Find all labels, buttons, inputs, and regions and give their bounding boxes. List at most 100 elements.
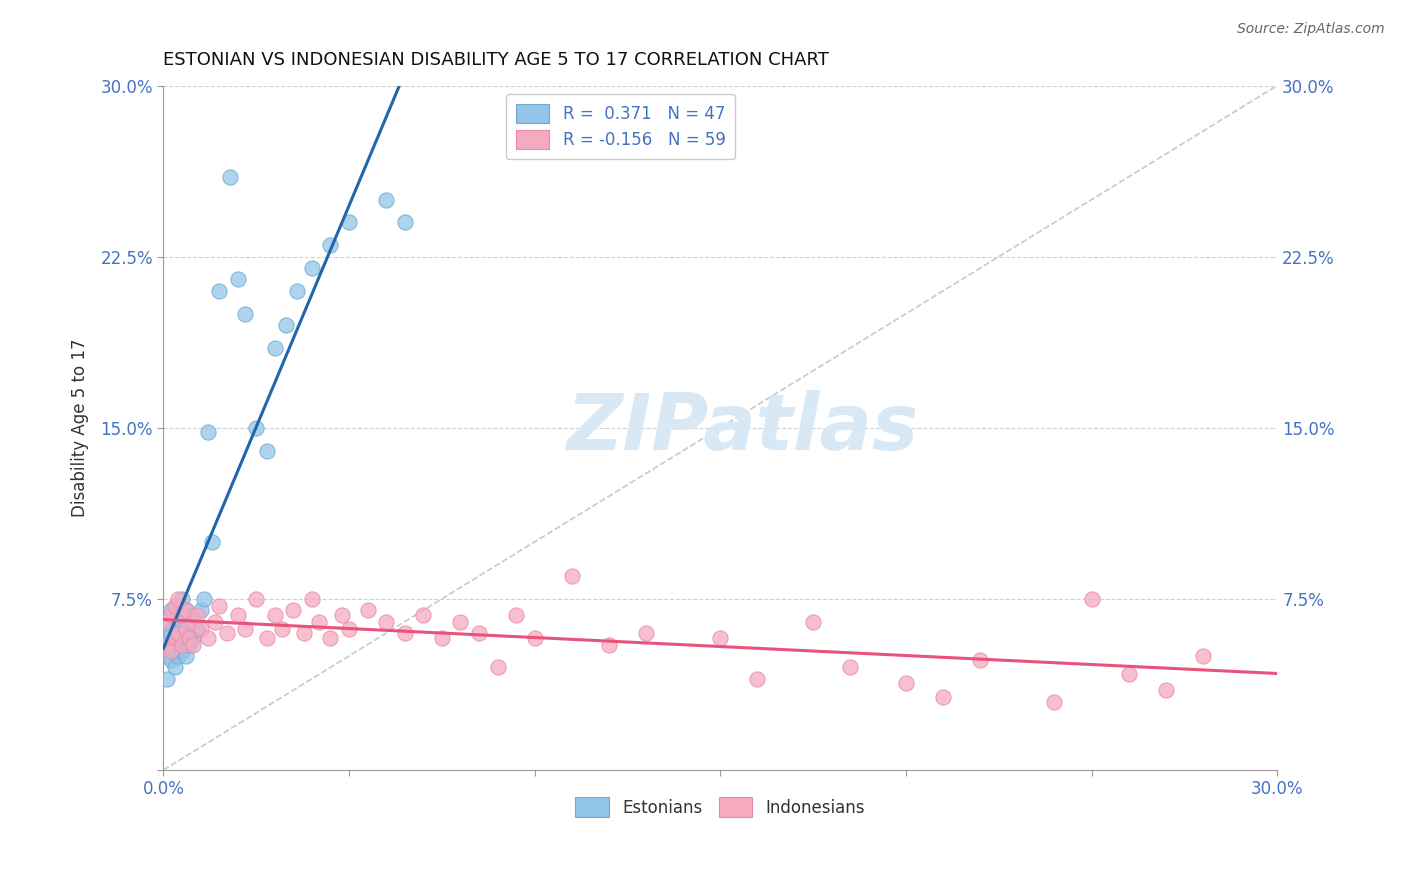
Point (181, 638, 204, 652)
Point (256, 443, 278, 458)
Point (285, 284, 308, 298)
Point (170, 615, 193, 629)
Point (430, 631, 453, 645)
Legend: Estonians, Indonesians: Estonians, Indonesians (569, 790, 872, 823)
Point (159, 607, 181, 622)
Point (167, 626, 190, 640)
Point (375, 615, 398, 629)
Point (156, 672, 179, 686)
Point (156, 638, 179, 652)
Point (233, 622, 256, 636)
Point (301, 260, 323, 275)
Point (163, 660, 186, 674)
Point (204, 615, 226, 629)
Point (263, 341, 285, 355)
Point (186, 607, 208, 622)
Point (159, 644, 181, 658)
Point (219, 169, 242, 184)
Point (969, 653, 991, 667)
Point (226, 272, 249, 286)
Point (394, 626, 416, 640)
Point (394, 215, 416, 229)
Point (636, 626, 658, 640)
Point (337, 622, 360, 636)
Point (337, 215, 360, 229)
Point (174, 622, 197, 636)
Point (523, 631, 546, 645)
Point (174, 648, 197, 663)
Point (167, 626, 190, 640)
Point (245, 591, 267, 606)
Point (801, 615, 824, 629)
Point (167, 591, 190, 606)
Point (181, 615, 204, 629)
Point (1118, 667, 1140, 681)
Point (197, 631, 219, 645)
Point (163, 599, 186, 613)
Point (932, 690, 955, 704)
Point (283, 603, 305, 617)
Point (159, 638, 181, 652)
Point (1043, 694, 1066, 708)
Point (174, 626, 197, 640)
Text: Source: ZipAtlas.com: Source: ZipAtlas.com (1237, 22, 1385, 37)
Point (839, 660, 862, 674)
Point (330, 607, 353, 622)
Point (159, 653, 181, 667)
Point (301, 591, 323, 606)
Point (163, 631, 186, 645)
Point (208, 284, 231, 298)
Point (449, 615, 471, 629)
Point (256, 631, 278, 645)
Point (747, 672, 769, 686)
Point (894, 676, 917, 690)
Point (156, 626, 179, 640)
Point (174, 603, 197, 617)
Point (179, 631, 201, 645)
Point (208, 599, 231, 613)
Point (179, 638, 201, 652)
Point (505, 607, 527, 622)
Point (486, 660, 509, 674)
Point (156, 638, 179, 652)
Point (170, 631, 193, 645)
Point (561, 569, 583, 583)
Point (308, 615, 330, 629)
Point (319, 238, 342, 252)
Point (412, 607, 434, 622)
Point (319, 631, 342, 645)
Point (186, 622, 208, 636)
Point (179, 615, 201, 629)
Point (468, 626, 491, 640)
Point (167, 607, 190, 622)
Point (245, 421, 267, 435)
Point (190, 603, 212, 617)
Point (163, 644, 186, 658)
Text: ESTONIAN VS INDONESIAN DISABILITY AGE 5 TO 17 CORRELATION CHART: ESTONIAN VS INDONESIAN DISABILITY AGE 5 … (163, 51, 830, 69)
Point (1192, 648, 1215, 663)
Point (156, 648, 179, 663)
Point (159, 626, 181, 640)
Point (197, 425, 219, 440)
Point (274, 318, 297, 332)
Point (170, 607, 193, 622)
Point (170, 591, 193, 606)
Point (167, 648, 190, 663)
Point (156, 615, 179, 629)
Point (1154, 683, 1177, 698)
Text: ZIPatlas: ZIPatlas (567, 390, 918, 466)
Point (170, 644, 193, 658)
Point (226, 607, 249, 622)
Point (356, 603, 378, 617)
Point (215, 626, 238, 640)
Point (1080, 591, 1102, 606)
Point (233, 307, 256, 321)
Point (190, 622, 212, 636)
Point (167, 638, 190, 652)
Point (201, 534, 224, 549)
Point (271, 622, 294, 636)
Point (263, 607, 285, 622)
Point (375, 193, 398, 207)
Point (193, 591, 215, 606)
Point (181, 607, 204, 622)
